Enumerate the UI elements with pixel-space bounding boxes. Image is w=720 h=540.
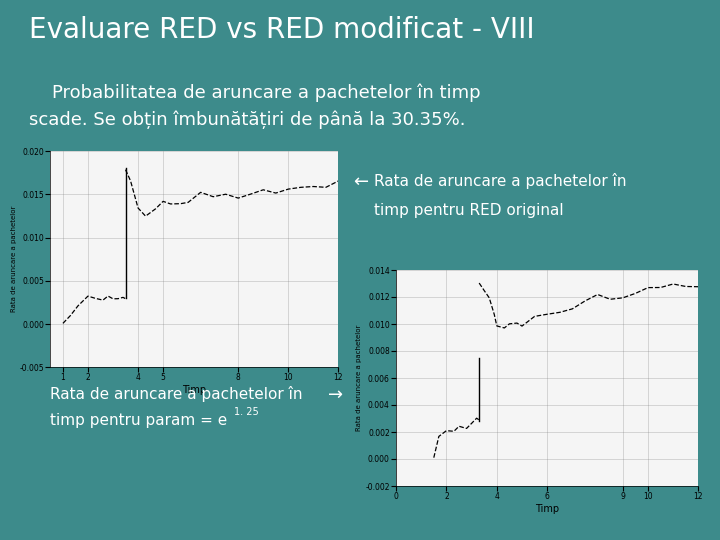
Text: Rata de aruncare a pachetelor în: Rata de aruncare a pachetelor în bbox=[374, 173, 627, 189]
Text: 1. 25: 1. 25 bbox=[234, 407, 258, 417]
X-axis label: Timp: Timp bbox=[535, 504, 559, 514]
X-axis label: Timp: Timp bbox=[182, 385, 207, 395]
Y-axis label: Rata de aruncare a pachetelor: Rata de aruncare a pachetelor bbox=[356, 325, 362, 431]
Text: scade. Se obțin îmbunătățiri de până la 30.35%.: scade. Se obțin îmbunătățiri de până la … bbox=[29, 111, 465, 129]
Text: timp pentru param = e: timp pentru param = e bbox=[50, 413, 228, 428]
Text: Evaluare RED vs RED modificat - VIII: Evaluare RED vs RED modificat - VIII bbox=[29, 16, 534, 44]
Text: Probabilitatea de aruncare a pachetelor în timp: Probabilitatea de aruncare a pachetelor … bbox=[29, 84, 480, 102]
Y-axis label: Rata de aruncare a pachetelor: Rata de aruncare a pachetelor bbox=[11, 206, 17, 312]
Text: →: → bbox=[328, 386, 343, 404]
Text: timp pentru RED original: timp pentru RED original bbox=[374, 202, 564, 218]
Text: Rata de aruncare a pachetelor în: Rata de aruncare a pachetelor în bbox=[50, 386, 303, 402]
Text: ←: ← bbox=[353, 173, 368, 191]
